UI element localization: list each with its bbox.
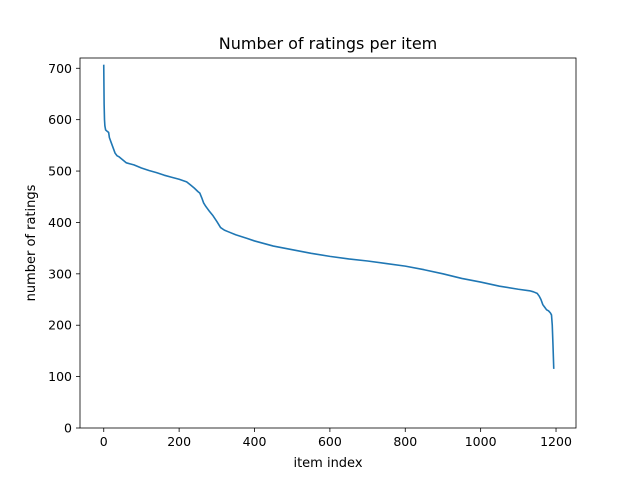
chart-title: Number of ratings per item: [219, 34, 438, 53]
x-tick-label: 1000: [465, 434, 497, 449]
y-tick-label: 300: [48, 266, 72, 281]
y-tick-label: 600: [48, 112, 72, 127]
y-axis-label: number of ratings: [24, 184, 39, 301]
x-tick-label: 600: [318, 434, 342, 449]
y-tick-label: 200: [48, 318, 72, 333]
ticks-layer: 0 200 400 600 800 1000 1200 0 100 200 300 400 500 600…: [48, 61, 572, 449]
x-tick-label: 200: [167, 434, 191, 449]
plot-area: [80, 58, 576, 428]
y-tick-label: 500: [48, 164, 72, 179]
plot-frame: [79, 57, 577, 429]
x-tick-label: 800: [393, 434, 417, 449]
y-tick-label: 400: [48, 215, 72, 230]
x-tick-label: 0: [100, 434, 108, 449]
y-tick-label: 700: [48, 61, 72, 76]
x-axis-label: item index: [293, 456, 362, 471]
x-tick-label: 400: [243, 434, 267, 449]
x-tick-label: 1200: [540, 434, 572, 449]
series-layer: [102, 64, 555, 369]
y-tick-label: 0: [64, 421, 72, 436]
y-tick-label: 100: [48, 369, 72, 384]
series-line-0: [102, 64, 555, 369]
